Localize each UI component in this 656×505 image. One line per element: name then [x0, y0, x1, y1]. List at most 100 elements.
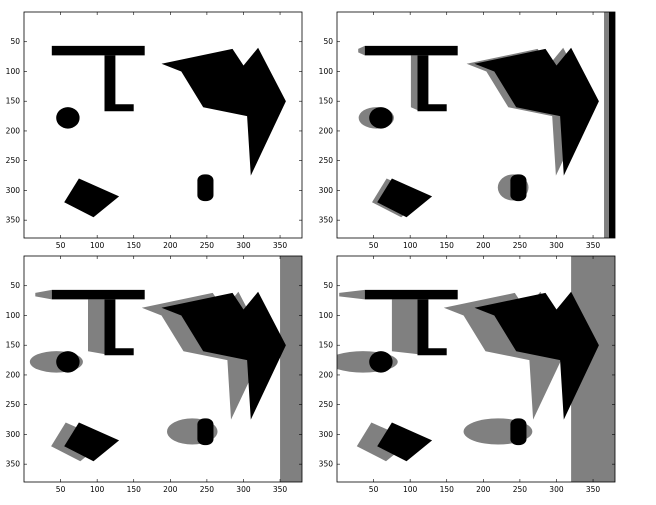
- x-tick-label: 100: [403, 485, 418, 494]
- y-tick-label: 100: [6, 67, 21, 76]
- x-tick-label: 150: [127, 485, 142, 494]
- object-capsule: [197, 418, 214, 446]
- object-capsule: [510, 174, 527, 202]
- y-tick-label: 100: [319, 311, 334, 320]
- wall-edge: [609, 12, 615, 238]
- object-star-polygon: [474, 47, 599, 176]
- object-t-stem: [104, 299, 116, 355]
- wall-shadow: [280, 256, 302, 482]
- x-tick-label: 300: [236, 485, 251, 494]
- object-t-foot: [417, 348, 447, 356]
- shadow-t-bar: [358, 45, 365, 56]
- object-t-bar: [51, 45, 145, 56]
- x-tick-label: 300: [549, 485, 564, 494]
- y-tick-label: 300: [6, 186, 21, 195]
- x-tick-label: 300: [549, 241, 564, 250]
- y-tick-label: 250: [319, 400, 334, 409]
- object-t-bar: [364, 289, 458, 300]
- shadow-t-stem: [410, 55, 418, 111]
- x-tick-label: 350: [586, 241, 601, 250]
- object-star-polygon: [161, 47, 286, 176]
- axes-frame: [23, 255, 303, 483]
- x-tick-label: 350: [273, 241, 288, 250]
- x-tick-label: 100: [403, 241, 418, 250]
- x-tick-label: 150: [127, 241, 142, 250]
- wall-shadow: [604, 12, 609, 238]
- y-tick-label: 250: [6, 400, 21, 409]
- x-tick-label: 50: [56, 241, 66, 250]
- shadow-t-bar: [339, 289, 365, 300]
- y-tick-label: 50: [10, 281, 20, 290]
- x-tick-label: 250: [200, 241, 215, 250]
- shadow-t-stem: [391, 299, 418, 355]
- object-t-bar: [364, 45, 458, 56]
- y-tick-label: 350: [319, 216, 334, 225]
- x-tick-label: 200: [476, 241, 491, 250]
- axes-frame: [336, 255, 616, 483]
- y-tick-label: 200: [319, 370, 334, 379]
- object-t-stem: [417, 299, 429, 355]
- y-tick-label: 150: [6, 97, 21, 106]
- panel-bottom-right: 50 100 150 200 250 300 350 50 100 150 200 250 300 350: [319, 255, 616, 494]
- x-tick-label: 350: [586, 485, 601, 494]
- object-capsule: [510, 418, 527, 446]
- axes-frame: [23, 11, 303, 239]
- x-tick-label: 350: [273, 485, 288, 494]
- object-triangle: [377, 178, 433, 218]
- x-tick-label: 50: [369, 241, 379, 250]
- y-tick-label: 350: [6, 460, 21, 469]
- shadow-t-bar: [35, 289, 52, 300]
- x-tick-label: 50: [369, 485, 379, 494]
- object-t-stem: [104, 55, 116, 111]
- object-ellipse: [369, 351, 393, 373]
- y-tick-label: 300: [6, 430, 21, 439]
- x-tick-label: 250: [513, 485, 528, 494]
- object-star-polygon: [474, 291, 599, 420]
- object-t-bar: [51, 289, 145, 300]
- y-tick-label: 50: [323, 281, 333, 290]
- object-ellipse: [56, 351, 80, 373]
- x-tick-label: 250: [513, 241, 528, 250]
- shadow-t-stem: [88, 299, 105, 355]
- x-tick-label: 200: [163, 241, 178, 250]
- y-tick-label: 150: [319, 97, 334, 106]
- y-tick-label: 300: [319, 186, 334, 195]
- y-tick-label: 100: [6, 311, 21, 320]
- object-triangle: [377, 422, 433, 462]
- y-tick-label: 300: [319, 430, 334, 439]
- y-tick-label: 350: [319, 460, 334, 469]
- object-ellipse: [56, 107, 80, 129]
- object-ellipse: [369, 107, 393, 129]
- y-tick-label: 250: [319, 156, 334, 165]
- y-tick-label: 200: [319, 126, 334, 135]
- object-t-foot: [104, 348, 134, 356]
- y-tick-label: 150: [6, 341, 21, 350]
- panel-top-left: 50 100 150 200 250 300 350 50 100 150 200 250 300 350: [6, 11, 303, 250]
- y-tick-label: 200: [6, 370, 21, 379]
- object-t-stem: [417, 55, 429, 111]
- object-t-foot: [417, 104, 447, 112]
- x-tick-label: 100: [90, 241, 105, 250]
- axes-frame: [336, 11, 616, 239]
- object-star-polygon: [161, 291, 286, 420]
- panel-bottom-left: 50 100 150 200 250 300 350 50 100 150 200 250 300 350: [6, 255, 303, 494]
- x-tick-label: 200: [476, 485, 491, 494]
- x-tick-label: 150: [440, 485, 455, 494]
- y-tick-label: 100: [319, 67, 334, 76]
- x-tick-label: 150: [440, 241, 455, 250]
- x-tick-label: 300: [236, 241, 251, 250]
- y-tick-label: 250: [6, 156, 21, 165]
- y-tick-label: 50: [10, 37, 20, 46]
- object-capsule: [197, 174, 214, 202]
- x-tick-label: 50: [56, 485, 66, 494]
- x-tick-label: 200: [163, 485, 178, 494]
- x-tick-label: 100: [90, 485, 105, 494]
- panel-top-right: 50 100 150 200 250 300 350 50 100 150 200 250 300 350: [319, 11, 616, 250]
- y-tick-label: 200: [6, 126, 21, 135]
- y-tick-label: 50: [323, 37, 333, 46]
- y-tick-label: 350: [6, 216, 21, 225]
- object-triangle: [64, 422, 120, 462]
- y-tick-label: 150: [319, 341, 334, 350]
- object-triangle: [64, 178, 120, 218]
